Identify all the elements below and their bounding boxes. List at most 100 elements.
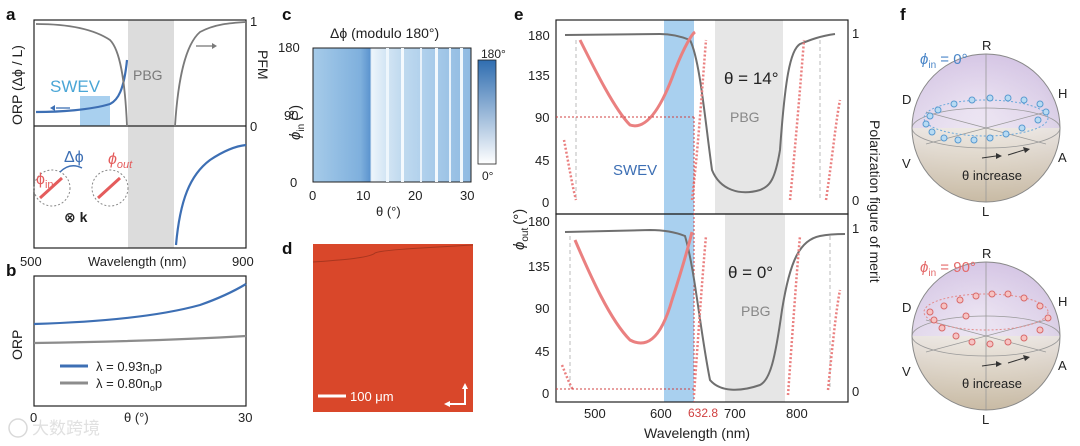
panel-f-label: f	[900, 5, 906, 24]
b-x-tick-0: 0	[30, 410, 37, 425]
orp-axis-label: ORP (Δϕ / L)	[9, 45, 25, 125]
colorbar	[477, 59, 497, 165]
panel-e-label: e	[514, 5, 523, 24]
panel-f: f R L D H V	[900, 5, 1067, 427]
swev-band	[80, 96, 110, 126]
c-x-tick-10: 10	[356, 188, 370, 203]
axes-arrows	[449, 388, 466, 405]
panel-d-label: d	[282, 239, 292, 258]
e-top-y-180: 180	[528, 28, 550, 43]
c-y-tick-0: 0	[290, 175, 297, 190]
pfm-curve-right	[174, 21, 247, 127]
pfm-tick-1: 1	[250, 14, 257, 29]
pole-L-top: L	[982, 204, 989, 219]
e-bot-y-0: 0	[542, 386, 549, 401]
x-tick-500: 500	[20, 254, 42, 269]
k-vector-label: ⊗ k	[64, 209, 88, 225]
pfm-curve-left	[35, 23, 128, 127]
panel-e: e θ = 14° PBG SWEV θ = 0° PBG	[511, 5, 883, 441]
watermark: 大数跨境	[8, 418, 100, 438]
panel-c: c Δϕ (modulo 180°) 180° 0° 0 90 180 ϕin(…	[278, 5, 506, 219]
phi-out-label: ϕout	[108, 151, 133, 171]
pole-H-top: H	[1058, 86, 1067, 101]
e-bot-y-180: 180	[528, 214, 550, 229]
pole-R-bottom: R	[982, 246, 991, 261]
pole-R-top: R	[982, 38, 991, 53]
phi-out-curve-bottom	[573, 231, 694, 345]
pfm-tick-0: 0	[250, 119, 257, 134]
e-top-y-135: 135	[528, 68, 550, 83]
delta-phi-label: Δϕ	[64, 149, 84, 166]
orp-curve-bottom	[174, 143, 247, 246]
swev-label: SWEV	[50, 77, 101, 96]
panel-a-frame	[33, 19, 247, 249]
e-pbg-label-top: PBG	[730, 109, 760, 125]
e-right-1-top: 1	[852, 26, 859, 41]
x-tick-900: 900	[232, 254, 254, 269]
panel-a-label: a	[6, 5, 16, 24]
panel-b-xlabel: θ (°)	[124, 410, 149, 425]
e-swev-band	[664, 20, 694, 402]
e-top-frame	[555, 19, 849, 215]
panel-c-label: c	[282, 5, 291, 24]
pole-A-top: A	[1058, 150, 1067, 165]
theta-increase-top: θ increase	[962, 168, 1022, 183]
e-swev-label: SWEV	[613, 162, 657, 179]
pole-L-bottom: L	[982, 412, 989, 427]
panel-c-xlabel: θ (°)	[376, 204, 401, 219]
theta-increase-bottom: θ increase	[962, 376, 1022, 391]
theta-0-label: θ = 0°	[728, 263, 773, 282]
sample-micrograph	[313, 244, 473, 412]
pole-V-bottom: V	[902, 364, 911, 379]
panel-b-ylabel: ORP	[9, 330, 25, 360]
panel-d: d 100 μm	[282, 239, 474, 412]
panel-e-right-label: Polarization figure of merit	[867, 120, 883, 283]
panel-c-title: Δϕ (modulo 180°)	[330, 25, 439, 41]
e-bot-y-90: 90	[535, 301, 549, 316]
e-pbg-label-bottom: PBG	[741, 303, 771, 319]
pole-D-top: D	[902, 92, 911, 107]
panel-b-label: b	[6, 261, 16, 280]
poincare-sphere-top: R L D H V A θ increase ϕin = 0°	[902, 38, 1067, 219]
panel-a-xlabel: Wavelength (nm)	[88, 254, 187, 269]
panel-b: b ORP λ = 0.93nop λ = 0.80nop 0 30 θ (°)	[6, 261, 252, 425]
polarization-circle-in	[33, 169, 71, 207]
e-right-1-bottom: 1	[852, 221, 859, 236]
colorbar-max: 180°	[481, 47, 506, 61]
e-right-0-top: 0	[852, 193, 859, 208]
pole-V-top: V	[902, 156, 911, 171]
orp-line-093	[33, 283, 247, 326]
pfm-curve-top	[564, 32, 836, 194]
panel-b-frame	[33, 275, 247, 407]
sphere-bottom-title: ϕin = 90°	[920, 259, 976, 279]
c-x-tick-30: 30	[460, 188, 474, 203]
panel-c-ylabel: ϕin(°)	[287, 105, 307, 140]
pfm-axis-label: PFM	[255, 50, 271, 80]
scale-label: 100 μm	[350, 389, 394, 404]
theta-14-label: θ = 14°	[724, 69, 779, 88]
e-top-y-45: 45	[535, 153, 549, 168]
colorbar-min: 0°	[482, 169, 494, 183]
heatmap-stripes	[386, 48, 463, 182]
legend-080: λ = 0.80nop	[96, 376, 162, 393]
c-y-tick-180: 180	[278, 40, 300, 55]
watermark-text: 大数跨境	[32, 419, 100, 438]
panel-e-xlabel: Wavelength (nm)	[644, 425, 750, 441]
panel-e-ylabel: ϕout(°)	[511, 209, 531, 250]
e-x-600: 600	[650, 406, 672, 421]
e-bot-y-135: 135	[528, 259, 550, 274]
pfm-curve-bottom	[564, 228, 846, 391]
e-top-y-0: 0	[542, 195, 549, 210]
c-x-tick-20: 20	[408, 188, 422, 203]
e-top-y-90: 90	[535, 110, 549, 125]
c-x-tick-0: 0	[309, 188, 316, 203]
legend-093: λ = 0.93nop	[96, 359, 162, 376]
c-y-tick-90: 90	[284, 108, 298, 123]
data-points-top	[922, 94, 1050, 144]
b-x-tick-30: 30	[238, 410, 252, 425]
pole-A-bottom: A	[1058, 358, 1067, 373]
phi-in-label: ϕin	[36, 171, 54, 191]
pbg-label: PBG	[133, 67, 163, 83]
e-x-marker: 632.8	[688, 406, 718, 420]
